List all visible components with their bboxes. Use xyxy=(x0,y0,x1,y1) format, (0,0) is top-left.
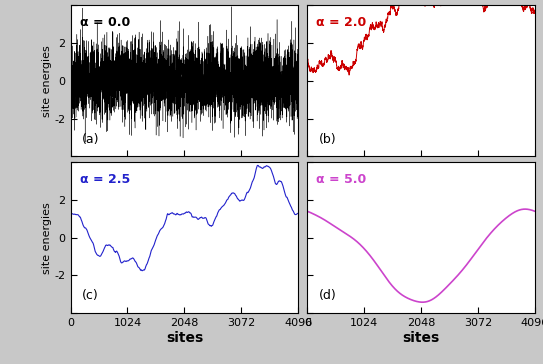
Y-axis label: site energies: site energies xyxy=(42,45,52,117)
X-axis label: sites: sites xyxy=(402,331,440,345)
Text: (a): (a) xyxy=(82,133,99,146)
Text: α = 2.0: α = 2.0 xyxy=(317,16,367,29)
X-axis label: sites: sites xyxy=(166,331,203,345)
Text: (d): (d) xyxy=(319,289,337,302)
Text: α = 5.0: α = 5.0 xyxy=(317,173,367,186)
Text: α = 0.0: α = 0.0 xyxy=(80,16,130,29)
Text: α = 2.5: α = 2.5 xyxy=(80,173,130,186)
Text: (c): (c) xyxy=(82,289,99,302)
Text: (b): (b) xyxy=(319,133,336,146)
Y-axis label: site energies: site energies xyxy=(42,202,52,273)
